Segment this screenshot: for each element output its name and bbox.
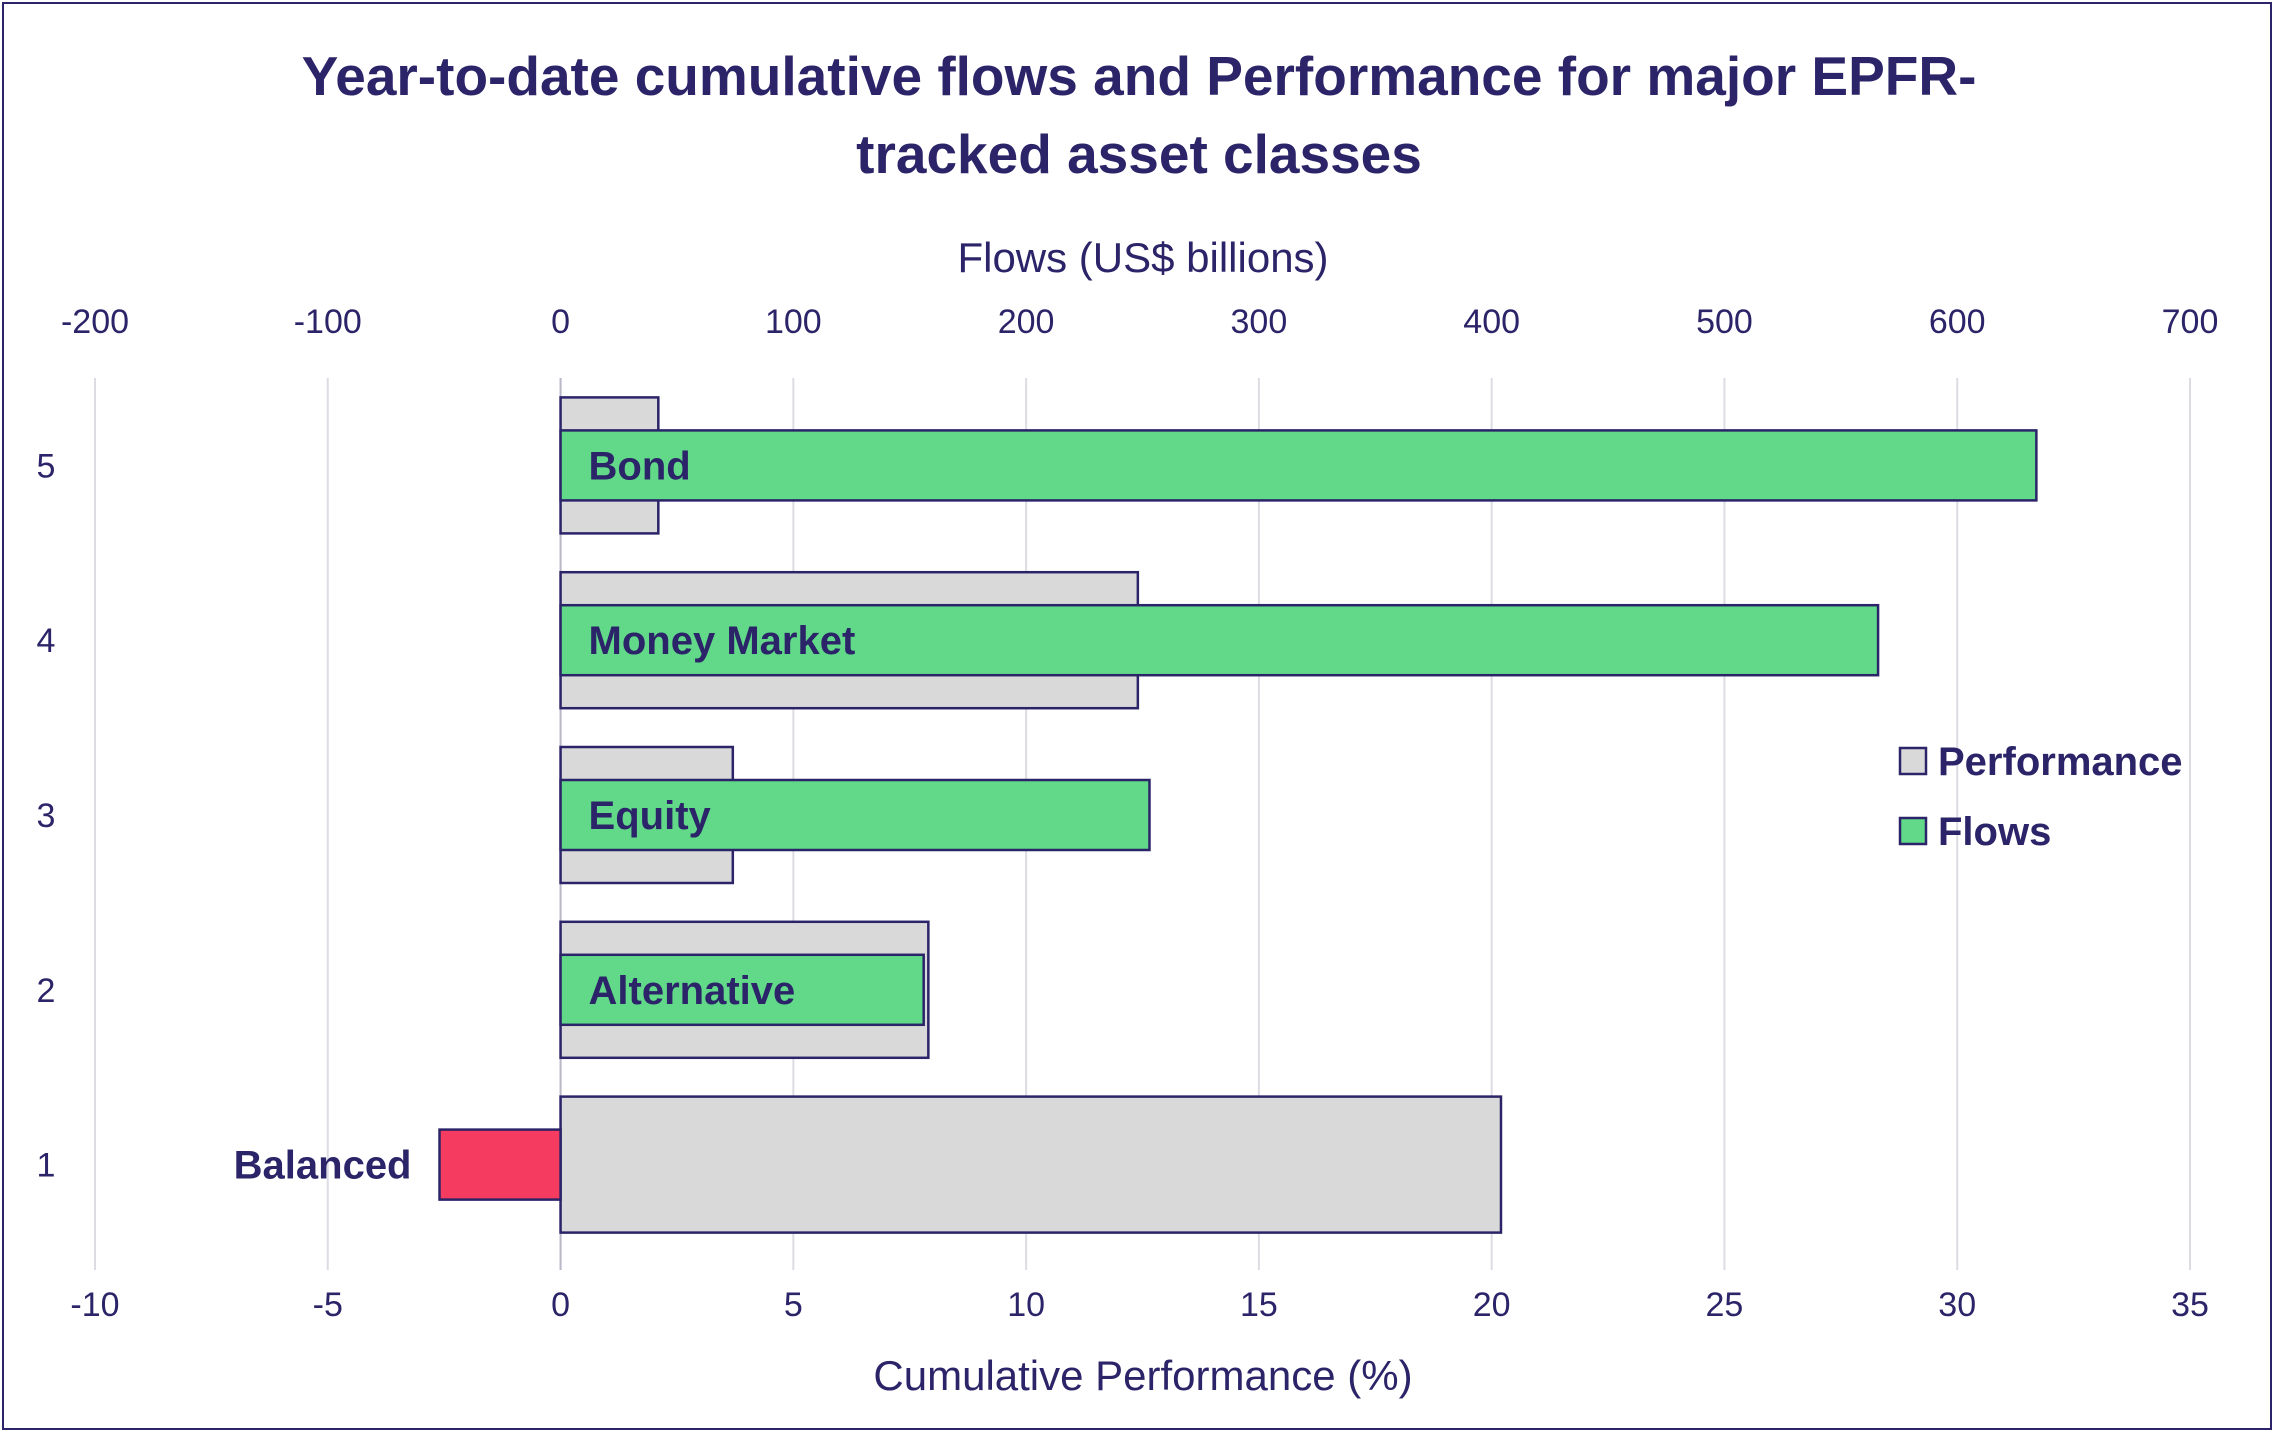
category-label: Money Market — [589, 619, 856, 663]
top-axis-tick-label: 300 — [1231, 303, 1288, 341]
y-axis-tick-label: 1 — [37, 1147, 56, 1185]
top-axis-tick-label: 0 — [551, 303, 570, 341]
legend-label: Performance — [1938, 740, 2183, 784]
category-label: Balanced — [234, 1144, 412, 1188]
legend-swatch — [1898, 746, 1928, 776]
top-axis-tick-label: 600 — [1929, 303, 1986, 341]
bottom-axis-tick-label: -5 — [313, 1286, 343, 1324]
bottom-axis-tick-label: 5 — [784, 1286, 803, 1324]
flows-bar — [438, 1128, 562, 1201]
top-axis-title: Flows (US$ billions) — [957, 234, 1328, 281]
bottom-axis-tick-label: 35 — [2171, 1286, 2209, 1324]
flows-bar — [559, 953, 925, 1027]
category-label: Equity — [589, 794, 712, 838]
y-axis-tick-label: 4 — [37, 622, 56, 660]
bottom-axis-tick-label: -10 — [70, 1286, 119, 1324]
top-axis-tick-label: -200 — [61, 303, 129, 341]
y-axis-tick-label: 3 — [37, 797, 56, 835]
category-label: Alternative — [589, 969, 796, 1013]
y-axis-tick-label: 2 — [37, 972, 56, 1010]
bottom-axis-tick-label: 30 — [1938, 1286, 1976, 1324]
bottom-axis-title: Cumulative Performance (%) — [873, 1352, 1412, 1399]
top-axis-tick-label: 400 — [1463, 303, 1520, 341]
performance-bar — [559, 1095, 1503, 1234]
flows-bar — [559, 429, 2038, 502]
legend-label: Flows — [1938, 810, 2051, 854]
flows-bar — [559, 778, 1151, 852]
flows-bar — [559, 603, 1880, 677]
y-axis-tick-label: 5 — [37, 447, 56, 485]
bottom-axis-tick-label: 0 — [551, 1286, 570, 1324]
top-axis-tick-label: -100 — [294, 303, 362, 341]
legend-swatch — [1898, 816, 1928, 846]
bottom-axis-tick-label: 10 — [1007, 1286, 1045, 1324]
top-axis-tick-label: 700 — [2162, 303, 2219, 341]
top-axis-tick-label: 100 — [765, 303, 822, 341]
category-label: Bond — [589, 444, 691, 488]
bottom-axis-tick-label: 25 — [1706, 1286, 1744, 1324]
top-axis-tick-label: 500 — [1696, 303, 1753, 341]
bottom-axis-tick-label: 20 — [1473, 1286, 1511, 1324]
top-axis-tick-label: 200 — [998, 303, 1055, 341]
bottom-axis-tick-label: 15 — [1240, 1286, 1278, 1324]
chart-title-line-1: Year-to-date cumulative flows and Perfor… — [302, 45, 1977, 107]
chart-title-line-2: tracked asset classes — [856, 123, 1422, 185]
